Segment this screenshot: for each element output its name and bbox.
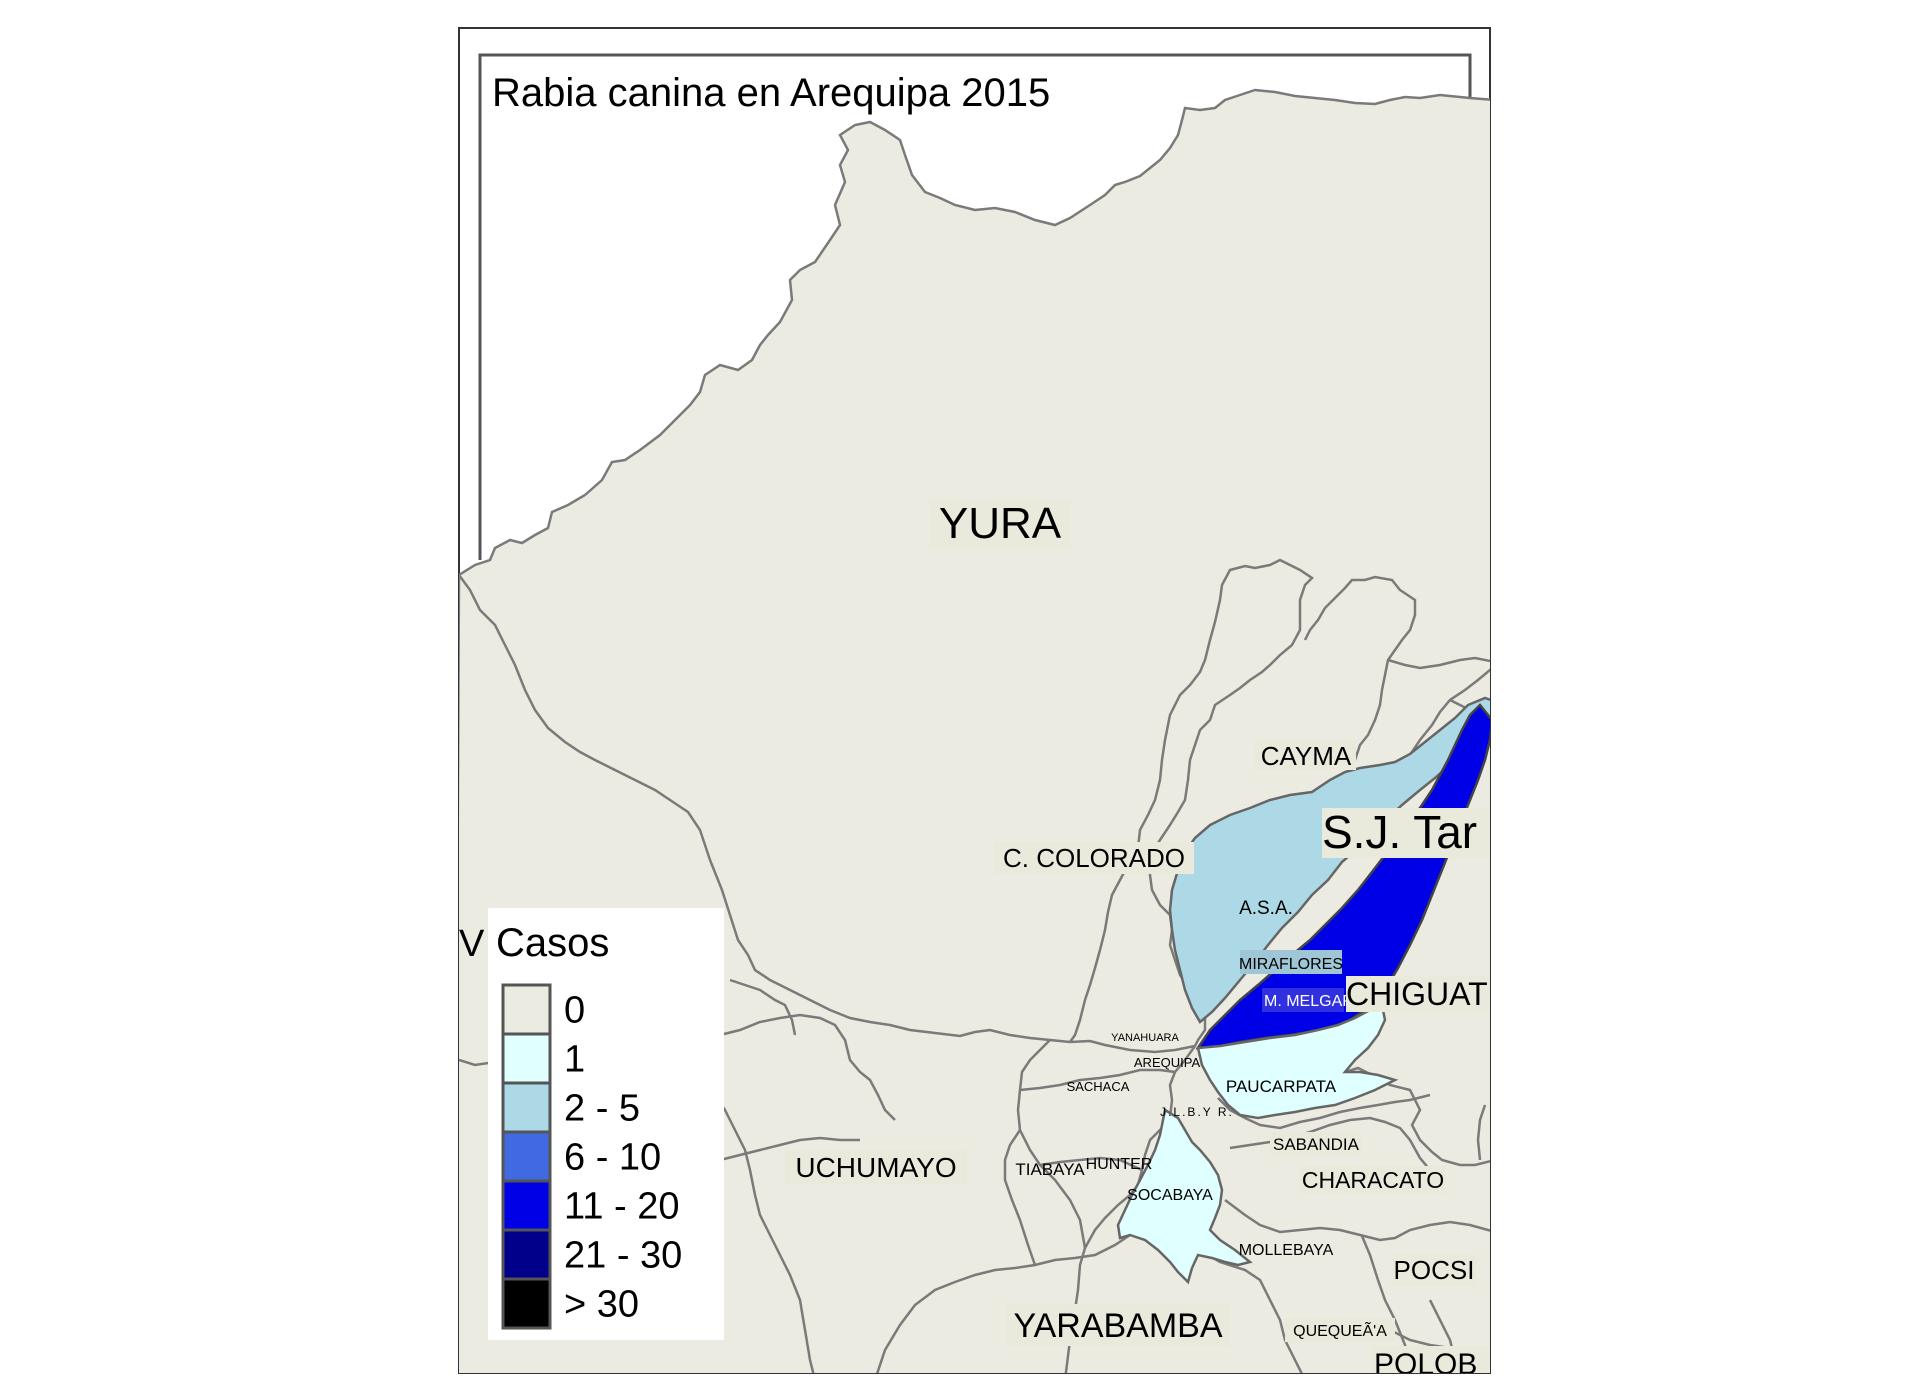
label-yura: YURA bbox=[939, 499, 1062, 548]
legend-swatch bbox=[501, 1081, 552, 1134]
label-characato: CHARACATO bbox=[1302, 1167, 1444, 1193]
legend-swatch bbox=[501, 1228, 552, 1281]
legend-swatch bbox=[501, 1277, 552, 1330]
legend-label: 2 - 5 bbox=[564, 1088, 640, 1130]
legend-label: 11 - 20 bbox=[564, 1186, 679, 1228]
label-yanahuara: YANAHUARA bbox=[1111, 1032, 1179, 1044]
label-socabaya: SOCABAYA bbox=[1127, 1187, 1213, 1204]
label-sj-tarucani: S.J. Tar bbox=[1322, 806, 1477, 858]
label-tiabaya: TIABAYA bbox=[1015, 1160, 1085, 1179]
label-vitor: V bbox=[459, 923, 485, 965]
label-mollebaya: MOLLEBAYA bbox=[1239, 1242, 1334, 1259]
legend-items: 0 1 2 - 5 6 - 10 11 - 20 21 - 30 > 30 bbox=[501, 983, 682, 1330]
label-cerro-colorado: C. COLORADO bbox=[1003, 843, 1185, 873]
legend-swatch bbox=[501, 983, 552, 1036]
legend-label: 21 - 30 bbox=[564, 1235, 682, 1277]
legend-swatch bbox=[501, 1032, 552, 1085]
label-yarabamba: YARABAMBA bbox=[1013, 1307, 1222, 1345]
legend-swatch bbox=[501, 1130, 552, 1183]
legend-title: Casos bbox=[496, 921, 609, 965]
inner-frame-border bbox=[478, 53, 1472, 560]
legend-label: 6 - 10 bbox=[564, 1137, 661, 1179]
label-polobaya: POLOB bbox=[1374, 1348, 1477, 1380]
label-hunter: HUNTER bbox=[1086, 1156, 1153, 1173]
district-melgar-fill bbox=[1195, 703, 1490, 1050]
label-sachaca: SACHACA bbox=[1067, 1079, 1130, 1094]
label-uchumayo: UCHUMAYO bbox=[795, 1152, 956, 1183]
label-chiguata: CHIGUAT bbox=[1346, 976, 1488, 1012]
label-quequena: QUEQUEÃ'A bbox=[1293, 1320, 1387, 1340]
label-cayma: CAYMA bbox=[1261, 741, 1352, 771]
label-sabandia: SABANDIA bbox=[1273, 1135, 1360, 1154]
label-pocsi: POCSI bbox=[1394, 1255, 1475, 1285]
legend-swatch bbox=[501, 1179, 552, 1232]
district-paucarpata-fill bbox=[1196, 1003, 1399, 1120]
label-asa: A.S.A. bbox=[1239, 898, 1293, 919]
map-title: Rabia canina en Arequipa 2015 bbox=[492, 71, 1050, 115]
label-paucarpata: PAUCARPATA bbox=[1226, 1077, 1337, 1096]
district-socabaya-fill bbox=[1116, 1107, 1253, 1285]
district-labels: YURA CAYMA S.J. Tar C. COLORADO A.S.A. M… bbox=[459, 499, 1490, 1380]
label-mariano-melgar: M. MELGAR bbox=[1264, 993, 1354, 1010]
legend-label: 1 bbox=[564, 1039, 585, 1081]
legend-label: 0 bbox=[564, 990, 585, 1032]
label-miraflores: MIRAFLORES bbox=[1239, 956, 1343, 973]
legend: Casos 0 1 2 - 5 6 - 10 11 - 20 21 - 30 > 30 bbox=[488, 908, 724, 1340]
label-arequipa: AREQUIPA bbox=[1134, 1055, 1201, 1070]
label-jlbyr: J.L.B.Y R. bbox=[1160, 1105, 1234, 1119]
legend-label: > 30 bbox=[564, 1284, 639, 1326]
